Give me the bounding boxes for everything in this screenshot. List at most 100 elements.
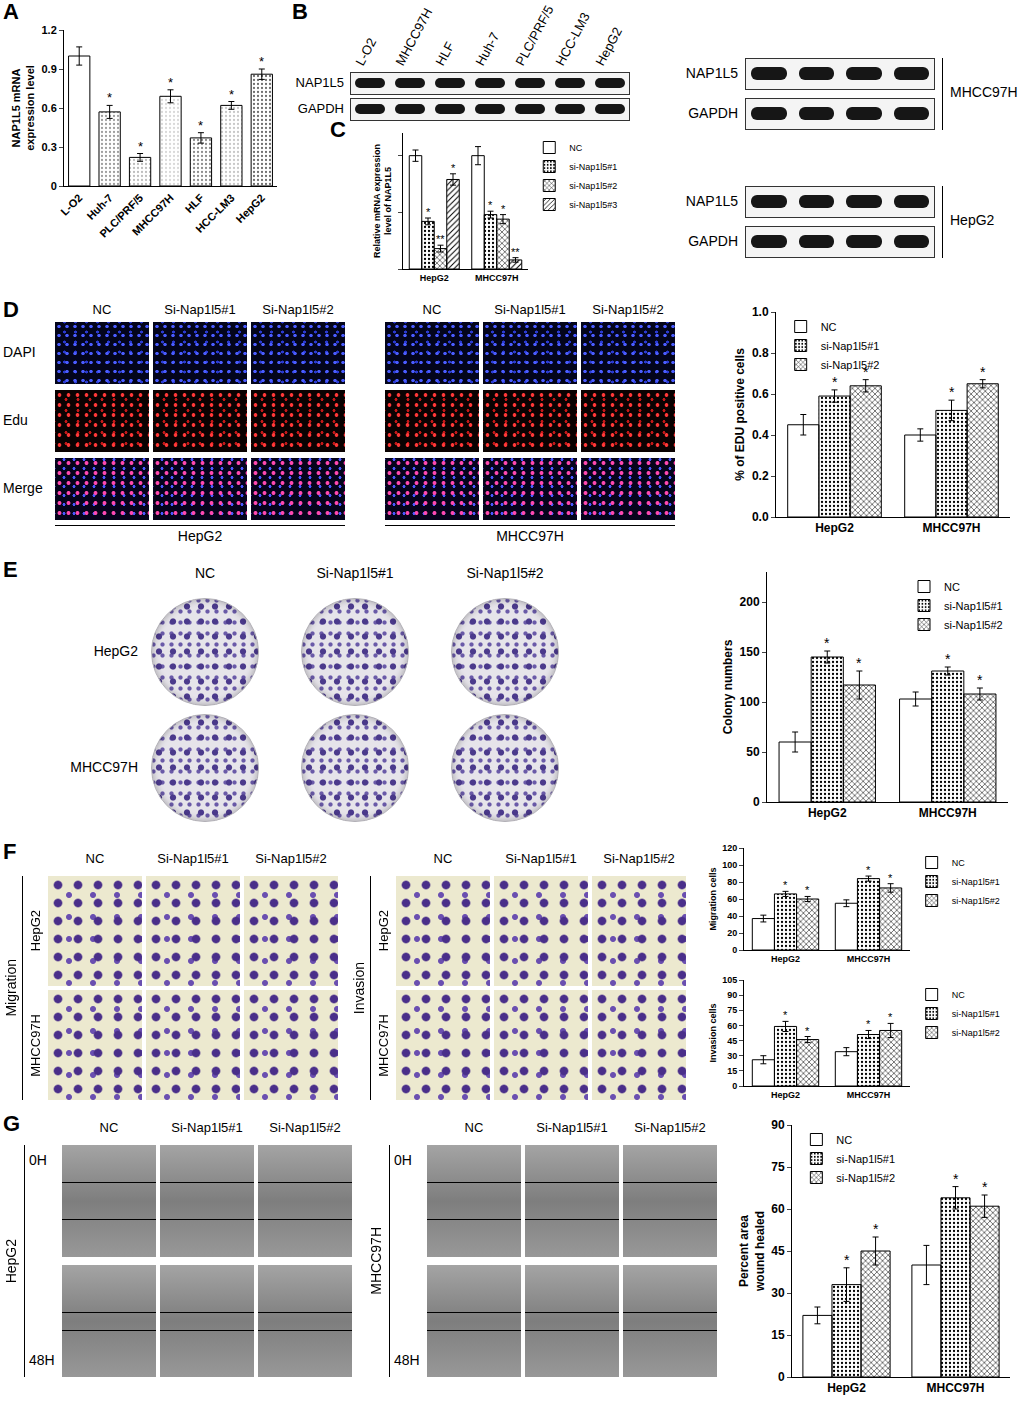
svg-text:*: * <box>844 1252 850 1268</box>
svg-text:0.6: 0.6 <box>752 387 769 401</box>
svg-text:0: 0 <box>732 945 737 955</box>
svg-text:*: * <box>198 118 203 133</box>
svg-text:HCC-LM3: HCC-LM3 <box>193 192 236 235</box>
svg-text:HepG2: HepG2 <box>771 1090 800 1100</box>
svg-text:NC: NC <box>569 143 582 153</box>
svg-text:60: 60 <box>771 1202 785 1216</box>
svg-text:MHCC97H: MHCC97H <box>919 806 977 820</box>
svg-text:MHCC97H: MHCC97H <box>475 273 519 283</box>
svg-text:100: 100 <box>722 860 737 870</box>
svg-text:0: 0 <box>51 180 57 192</box>
svg-text:**: ** <box>436 233 445 245</box>
svg-text:*: * <box>949 384 955 400</box>
svg-text:% of EDU positive cells: % of EDU positive cells <box>733 348 747 481</box>
svg-text:20: 20 <box>727 928 737 938</box>
svg-text:0: 0 <box>732 1081 737 1091</box>
svg-text:si-Nap1l5#1: si-Nap1l5#1 <box>952 877 1000 887</box>
svg-text:Migration cells: Migration cells <box>708 867 718 930</box>
svg-text:*: * <box>873 1221 879 1237</box>
svg-text:*: * <box>888 1011 893 1023</box>
svg-text:*: * <box>426 206 431 218</box>
svg-text:15: 15 <box>727 1066 737 1076</box>
svg-text:NC: NC <box>944 581 960 593</box>
svg-text:45: 45 <box>771 1244 785 1258</box>
svg-text:si-Nap1l5#1: si-Nap1l5#1 <box>836 1153 895 1165</box>
svg-text:15: 15 <box>771 1328 785 1342</box>
svg-text:80: 80 <box>727 877 737 887</box>
svg-text:*: * <box>451 162 456 174</box>
svg-text:MHCC97H: MHCC97H <box>926 1381 984 1395</box>
svg-text:NC: NC <box>836 1134 852 1146</box>
svg-text:75: 75 <box>771 1160 785 1174</box>
svg-text:1.2: 1.2 <box>42 24 57 36</box>
svg-text:*: * <box>259 54 264 69</box>
svg-text:si-Nap1l5#1: si-Nap1l5#1 <box>944 600 1003 612</box>
svg-text:0: 0 <box>753 795 760 809</box>
svg-text:si-Nap1l5#1: si-Nap1l5#1 <box>569 162 617 172</box>
svg-text:30: 30 <box>771 1286 785 1300</box>
svg-text:L-O2: L-O2 <box>58 192 84 218</box>
svg-text:NAP1L5 mRNAexpression level: NAP1L5 mRNAexpression level <box>10 65 36 151</box>
svg-text:NC: NC <box>952 858 965 868</box>
svg-text:PLC/PRF/5: PLC/PRF/5 <box>97 192 145 240</box>
svg-text:*: * <box>977 672 983 688</box>
svg-text:Relative mRNA expressionlevel: Relative mRNA expressionlevel of NAP1L5 <box>372 144 394 258</box>
svg-text:*: * <box>783 879 788 891</box>
svg-text:MHCC97H: MHCC97H <box>847 954 891 964</box>
svg-text:NC: NC <box>952 990 965 1000</box>
svg-text:30: 30 <box>727 1051 737 1061</box>
svg-text:*: * <box>866 864 871 876</box>
svg-text:150: 150 <box>740 645 760 659</box>
svg-text:0.2: 0.2 <box>752 469 769 483</box>
svg-text:*: * <box>138 139 143 154</box>
svg-text:120: 120 <box>722 843 737 853</box>
svg-text:*: * <box>805 884 810 896</box>
svg-text:60: 60 <box>727 1021 737 1031</box>
svg-text:si-Nap1l5#2: si-Nap1l5#2 <box>821 359 880 371</box>
svg-text:si-Nap1l5#3: si-Nap1l5#3 <box>569 200 617 210</box>
svg-text:*: * <box>856 655 862 671</box>
svg-text:NC: NC <box>821 321 837 333</box>
svg-text:MHCC97H: MHCC97H <box>130 191 176 237</box>
svg-text:Huh-7: Huh-7 <box>84 192 115 223</box>
svg-text:*: * <box>888 872 893 884</box>
svg-text:0.9: 0.9 <box>42 63 57 75</box>
svg-text:200: 200 <box>740 595 760 609</box>
svg-text:**: ** <box>511 246 520 258</box>
svg-text:0.6: 0.6 <box>42 102 57 114</box>
svg-text:*: * <box>501 203 506 215</box>
svg-text:*: * <box>832 374 838 390</box>
svg-text:si-Nap1l5#2: si-Nap1l5#2 <box>569 181 617 191</box>
svg-text:*: * <box>866 1018 871 1030</box>
svg-text:*: * <box>945 651 951 667</box>
svg-text:HepG2: HepG2 <box>771 954 800 964</box>
svg-text:*: * <box>982 1179 988 1195</box>
svg-text:75: 75 <box>727 1005 737 1015</box>
svg-text:si-Nap1l5#2: si-Nap1l5#2 <box>944 619 1003 631</box>
svg-text:*: * <box>488 199 493 211</box>
svg-text:si-Nap1l5#2: si-Nap1l5#2 <box>836 1172 895 1184</box>
svg-text:HepG2: HepG2 <box>234 192 268 226</box>
svg-text:45: 45 <box>727 1036 737 1046</box>
svg-text:60: 60 <box>727 894 737 904</box>
svg-text:*: * <box>229 87 234 102</box>
svg-text:50: 50 <box>746 745 760 759</box>
svg-text:Invasion cells: Invasion cells <box>708 1003 718 1062</box>
svg-text:MHCC97H: MHCC97H <box>922 521 980 535</box>
svg-text:si-Nap1l5#2: si-Nap1l5#2 <box>952 1028 1000 1038</box>
svg-text:si-Nap1l5#1: si-Nap1l5#1 <box>821 340 880 352</box>
svg-text:si-Nap1l5#2: si-Nap1l5#2 <box>952 896 1000 906</box>
svg-text:*: * <box>783 1009 788 1021</box>
svg-text:*: * <box>168 75 173 90</box>
svg-text:Colony numbers: Colony numbers <box>721 639 735 734</box>
svg-text:Percent areawound healed: Percent areawound healed <box>737 1211 767 1292</box>
svg-text:HepG2: HepG2 <box>420 273 449 283</box>
svg-text:*: * <box>824 635 830 651</box>
svg-text:0.4: 0.4 <box>752 428 769 442</box>
svg-text:100: 100 <box>740 695 760 709</box>
svg-text:105: 105 <box>722 975 737 985</box>
svg-text:0.8: 0.8 <box>752 346 769 360</box>
svg-text:40: 40 <box>727 911 737 921</box>
svg-text:HLF: HLF <box>183 191 207 215</box>
svg-text:*: * <box>805 1025 810 1037</box>
